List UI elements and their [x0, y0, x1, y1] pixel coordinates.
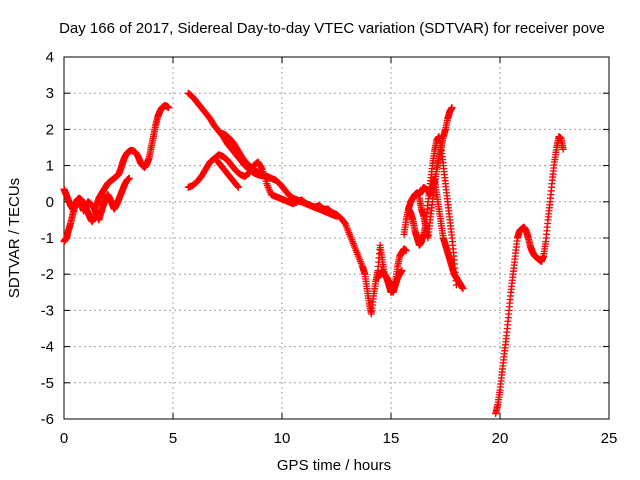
- data-series: [60, 89, 567, 418]
- axis-ticks: 0 5 10 15 20 25 -6 -5 -4 -3 -2 -1 0 1 2 3 4: [41, 49, 618, 447]
- y-tick-label: 1: [46, 158, 54, 175]
- data-point: [234, 182, 242, 190]
- x-tick-label: 20: [492, 430, 509, 447]
- series-1: [60, 102, 173, 246]
- y-tick-label: -4: [41, 339, 54, 356]
- x-tick-label: 0: [60, 430, 68, 447]
- series-8: [374, 267, 406, 296]
- y-tick-label: -5: [41, 375, 54, 392]
- y-tick-label: 3: [46, 85, 54, 102]
- data-point: [398, 267, 406, 275]
- data-point: [234, 183, 242, 191]
- data-point: [402, 247, 410, 255]
- x-tick-label: 15: [383, 430, 400, 447]
- x-tick-label: 10: [274, 430, 291, 447]
- data-point: [165, 104, 173, 112]
- x-tick-label: 5: [169, 430, 177, 447]
- series-9: [400, 176, 467, 293]
- chart-title: Day 166 of 2017, Sidereal Day-to-day VTE…: [59, 20, 605, 37]
- series-6: [213, 156, 242, 191]
- series-3: [184, 89, 367, 271]
- data-point: [125, 174, 133, 182]
- data-point: [459, 285, 467, 293]
- y-tick-label: 0: [46, 194, 54, 211]
- y-tick-label: 4: [46, 49, 54, 66]
- series-4: [184, 151, 340, 220]
- series-12: [492, 133, 567, 418]
- series-10: [404, 133, 460, 289]
- y-tick-label: -6: [41, 411, 54, 428]
- data-point: [265, 173, 273, 181]
- y-axis-label: SDTVAR / TECUs: [6, 178, 23, 298]
- data-point: [452, 281, 460, 289]
- data-point: [258, 164, 266, 172]
- series-5: [217, 129, 273, 181]
- series-2: [60, 174, 133, 224]
- data-point: [448, 104, 456, 112]
- y-tick-label: -2: [41, 266, 54, 283]
- data-point: [559, 145, 567, 153]
- y-tick-label: -3: [41, 302, 54, 319]
- y-tick-label: -1: [41, 230, 54, 247]
- series-11: [415, 104, 456, 242]
- x-axis-label: GPS time / hours: [277, 457, 391, 474]
- data-point: [333, 212, 340, 220]
- x-tick-label: 25: [601, 430, 618, 447]
- y-tick-label: 2: [46, 121, 54, 138]
